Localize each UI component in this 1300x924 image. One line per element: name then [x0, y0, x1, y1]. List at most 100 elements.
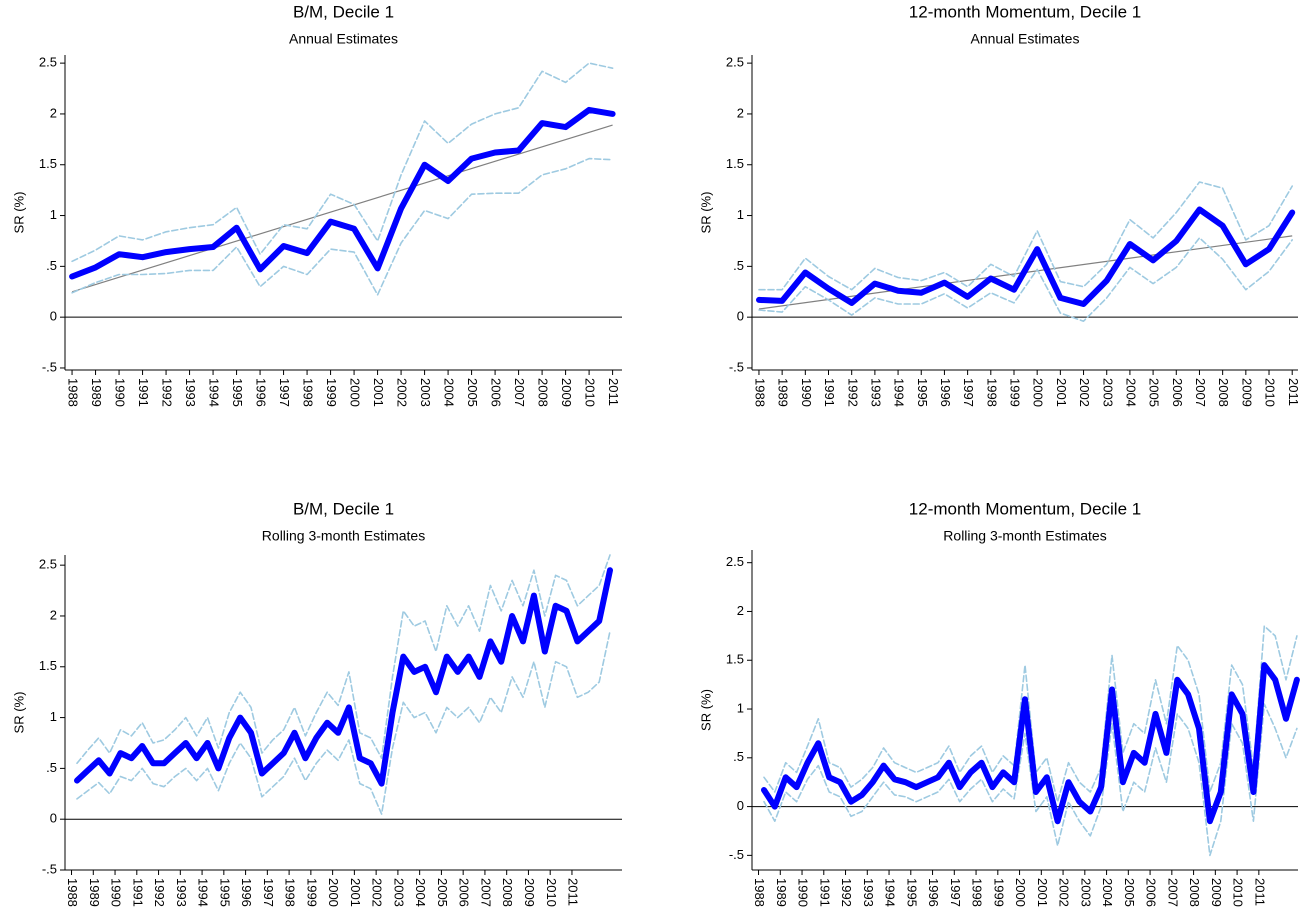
- x-tick-label: 1997: [961, 378, 976, 407]
- y-tick-label: 2: [737, 603, 744, 618]
- x-tick-label: 2011: [606, 378, 621, 406]
- x-tick-label: 1989: [776, 378, 791, 407]
- confidence-line: [76, 630, 611, 815]
- panel: B/M, Decile 1 Rolling 3-month Estimates SR…: [11, 499, 622, 907]
- sr-line: [756, 206, 1296, 307]
- x-tick-label: 1999: [324, 378, 339, 407]
- x-tick-label: 2004: [413, 878, 428, 907]
- panel: 12-month Momentum, Decile 1 Annual Estima…: [698, 2, 1300, 406]
- y-tick-label: .5: [46, 760, 57, 775]
- y-tick-label: 0: [737, 309, 744, 324]
- x-tick-label: 2008: [1187, 878, 1202, 907]
- y-tick-label: 1.5: [39, 156, 57, 171]
- y-axis-label: SR (%): [11, 692, 26, 734]
- x-tick-label: 2002: [395, 378, 410, 407]
- x-tick-label: 2001: [348, 878, 363, 907]
- x-tick-label: 1992: [152, 878, 167, 907]
- panel-title: 12-month Momentum, Decile 1: [909, 499, 1141, 518]
- x-tick-label: 1991: [130, 878, 145, 907]
- x-tick-label: 2000: [326, 878, 341, 907]
- x-tick-label: 1993: [861, 878, 876, 907]
- sr-line: [761, 662, 1300, 825]
- x-tick-label: 2008: [536, 378, 551, 407]
- x-tick-label: 2006: [1144, 878, 1159, 907]
- y-tick-label: .5: [733, 258, 744, 273]
- x-tick-label: 2000: [1013, 878, 1028, 907]
- x-tick-label: 1992: [839, 878, 854, 907]
- sr-line: [74, 567, 613, 787]
- x-tick-label: 2003: [1100, 378, 1115, 407]
- y-tick-label: 2.5: [726, 554, 744, 569]
- x-tick-label: 1998: [283, 878, 298, 907]
- y-tick-label: 1: [737, 700, 744, 715]
- confidence-line: [71, 62, 614, 263]
- x-tick-label: 2002: [1057, 878, 1072, 907]
- x-tick-label: 2007: [478, 878, 493, 907]
- y-tick-label: 2: [50, 607, 57, 622]
- x-tick-label: 1994: [892, 378, 907, 407]
- x-tick-label: 1989: [89, 378, 104, 407]
- trend-line: [71, 124, 613, 293]
- y-tick-label: 1.5: [726, 652, 744, 667]
- x-tick-label: 2005: [465, 378, 480, 407]
- x-tick-label: 2010: [1231, 878, 1246, 907]
- y-tick-label: 1.5: [39, 658, 57, 673]
- x-tick-label: 2002: [370, 878, 385, 907]
- y-tick-label: .5: [733, 749, 744, 764]
- panel-title: B/M, Decile 1: [293, 2, 394, 21]
- panel-subtitle: Annual Estimates: [289, 31, 398, 47]
- x-tick-label: 2005: [1147, 378, 1162, 407]
- y-tick-label: 1: [50, 709, 57, 724]
- x-tick-label: 2005: [435, 878, 450, 907]
- panel: 12-month Momentum, Decile 1 Rolling 3-mon…: [698, 499, 1300, 907]
- y-tick-label: 2.5: [726, 55, 744, 70]
- x-tick-label: 1995: [904, 878, 919, 907]
- x-tick-label: 1996: [239, 878, 254, 907]
- x-tick-label: 2003: [391, 878, 406, 907]
- x-tick-label: 2001: [371, 378, 386, 407]
- x-tick-label: 2003: [418, 378, 433, 407]
- x-tick-label: 1996: [926, 878, 941, 907]
- y-tick-label: 0: [50, 811, 57, 826]
- x-tick-label: 2010: [544, 878, 559, 907]
- y-tick-label: 1: [50, 207, 57, 222]
- x-tick-label: 1998: [301, 378, 316, 407]
- x-tick-label: 2011: [1286, 378, 1300, 406]
- y-axis-label: SR (%): [698, 192, 713, 234]
- x-tick-label: 1996: [938, 378, 953, 407]
- x-tick-label: 1992: [160, 378, 175, 407]
- panel-title: 12-month Momentum, Decile 1: [909, 2, 1141, 21]
- x-tick-label: 2006: [1170, 378, 1185, 407]
- x-tick-label: 2011: [566, 878, 581, 906]
- y-tick-label: -.5: [42, 861, 57, 876]
- x-tick-label: 1991: [136, 378, 151, 407]
- x-tick-label: 1995: [217, 878, 232, 907]
- x-tick-label: 1998: [984, 378, 999, 407]
- x-tick-label: 2010: [1263, 378, 1278, 407]
- x-tick-label: 2004: [1123, 378, 1138, 407]
- y-tick-label: -.5: [729, 359, 744, 374]
- x-tick-label: 1989: [774, 878, 789, 907]
- x-tick-label: 2007: [512, 378, 527, 407]
- x-tick-label: 1994: [883, 878, 898, 907]
- x-tick-label: 1992: [845, 378, 860, 407]
- y-tick-label: 0: [50, 309, 57, 324]
- y-axis-label: SR (%): [698, 689, 713, 731]
- x-tick-label: 1988: [65, 878, 80, 907]
- y-axis-label: SR (%): [11, 192, 26, 234]
- x-tick-label: 1995: [230, 378, 245, 407]
- x-tick-label: 2000: [348, 378, 363, 407]
- x-tick-label: 1999: [304, 878, 319, 907]
- panel: B/M, Decile 1 Annual Estimates SR (%) -.5 0.…: [11, 2, 622, 407]
- y-tick-label: 0: [737, 798, 744, 813]
- x-tick-label: 2006: [457, 878, 472, 907]
- panel-subtitle: Rolling 3-month Estimates: [262, 528, 425, 544]
- x-tick-label: 1993: [174, 878, 189, 907]
- x-tick-label: 2009: [522, 878, 537, 907]
- y-tick-label: 2.5: [39, 55, 57, 70]
- y-tick-label: 2: [737, 105, 744, 120]
- x-tick-label: 1991: [822, 378, 837, 407]
- x-tick-label: 1988: [752, 878, 767, 907]
- x-tick-label: 2005: [1122, 878, 1137, 907]
